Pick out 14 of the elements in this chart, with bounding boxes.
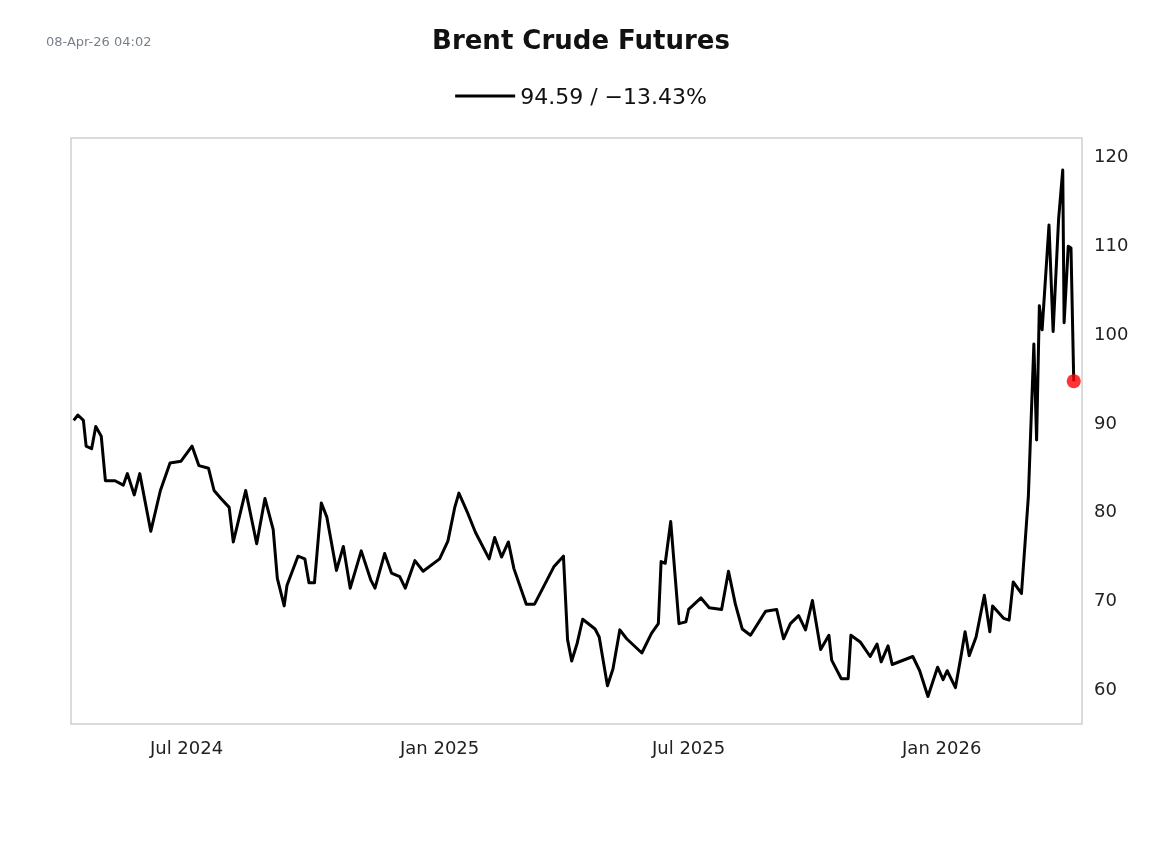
y-tick-label: 60 [1094,677,1117,699]
legend-label: 94.59 / −13.43% [520,83,707,109]
y-tick-label: 70 [1094,589,1117,611]
chart-title: Brent Crude Futures [432,25,730,55]
y-tick-label: 120 [1094,145,1129,167]
x-tick-label: Jan 2025 [399,736,480,758]
y-tick-label: 90 [1094,411,1117,433]
text: 08-Apr-26 04:02 [46,34,152,49]
x-tick-label: Jul 2025 [650,736,726,758]
y-tick-label: 110 [1094,234,1129,256]
y-tick-label: 80 [1094,500,1117,522]
x-tick-label: Jan 2026 [901,736,982,758]
x-tick-label: Jul 2024 [148,736,224,758]
y-tick-label: 100 [1094,322,1129,344]
